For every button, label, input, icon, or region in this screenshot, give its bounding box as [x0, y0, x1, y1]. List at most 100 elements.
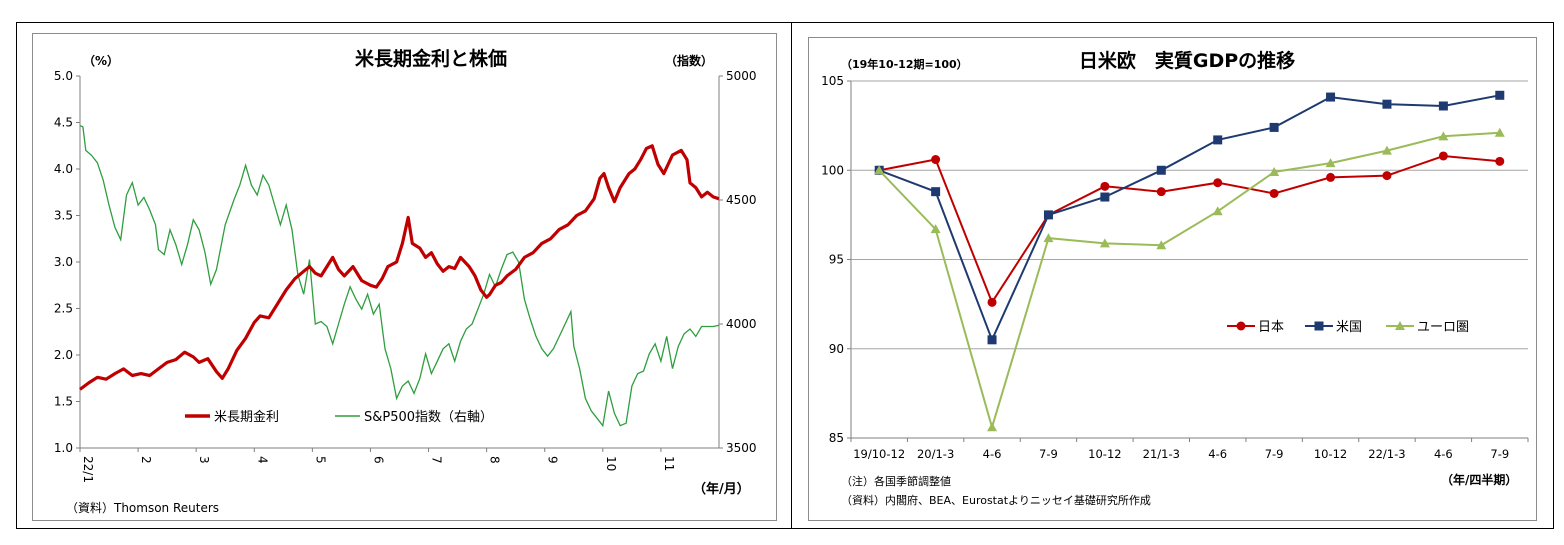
- legend-marker-euro: [1395, 321, 1405, 330]
- x-ticks: 22/1 2 3 4 5 6 7 8 9 10 11: [79, 448, 676, 483]
- series-line: [878, 94, 1500, 343]
- note-seasonal: （注）各国季節調整値: [841, 474, 951, 488]
- right-axis-unit: （指数）: [665, 53, 713, 68]
- left-tick-label: 1.0: [54, 441, 73, 455]
- x-tick-label: 10-12: [1088, 447, 1121, 461]
- x-tick-label: 7-9: [1490, 447, 1509, 461]
- x-tick-label: 4-6: [1208, 447, 1227, 461]
- x-tick-label: 22/1-3: [1368, 447, 1405, 461]
- data-point: [931, 187, 941, 197]
- x-tick-label: 7: [430, 456, 444, 464]
- data-point: [1326, 92, 1336, 102]
- y-tick-label: 90: [829, 342, 844, 356]
- data-point: [1156, 240, 1167, 250]
- data-point: [931, 155, 941, 165]
- x-tick-label: 6: [371, 456, 385, 464]
- gdp-chart: 日米欧 実質GDPの推移 （19年10-12期=100） （年/四半期） （注）…: [821, 49, 1529, 507]
- outer-frame: [16, 22, 1554, 529]
- legend-label-us: 米国: [1336, 320, 1362, 335]
- x-tick-label: 21/1-3: [1143, 447, 1180, 461]
- left-tick-label: 3.0: [54, 255, 73, 269]
- series-line: [879, 154, 1500, 305]
- right-y-ticks: 3500 4000 4500 5000: [719, 69, 757, 455]
- legend: 日本 米国 ユーロ圏: [1227, 320, 1469, 335]
- left-tick-label: 2.0: [54, 348, 73, 362]
- x-axis-unit: （年/月）: [693, 481, 750, 497]
- data-point: [1495, 156, 1505, 166]
- data-point: [1438, 151, 1448, 161]
- left-axis-unit: （%）: [83, 53, 119, 68]
- y-tick-label: 105: [821, 74, 844, 88]
- data-point: [1156, 187, 1166, 197]
- x-tick-label: 20/1-3: [917, 447, 954, 461]
- y-tick-label: 85: [829, 431, 844, 445]
- data-point: [1156, 165, 1166, 175]
- x-tick-label: 4: [255, 456, 269, 464]
- x-ticks: 19/10-12 20/1-3 4-6 7-9 10-12 21/1-3 4-6 7-9 10-…: [850, 438, 1529, 461]
- y-ticks: 85 90 95 100 105: [821, 74, 851, 445]
- series-lines: [79, 124, 720, 428]
- right-tick-label: 4500: [726, 193, 757, 207]
- data-point: [1495, 90, 1505, 100]
- legend-label-euro: ユーロ圏: [1417, 320, 1469, 335]
- legend: 米長期金利 S&P500指数（右軸）: [185, 409, 493, 425]
- left-tick-label: 1.5: [54, 395, 73, 409]
- left-y-ticks: 1.0 1.5 2.0 2.5 3.0 3.5 4.0 4.5 5.0: [54, 69, 80, 455]
- legend-marker-japan: [1236, 321, 1246, 331]
- gridlines: [850, 80, 1528, 439]
- data-point: [1213, 178, 1223, 188]
- x-axis-unit: （年/四半期）: [1441, 472, 1517, 487]
- data-point: [874, 165, 885, 175]
- y-tick-label: 100: [821, 163, 844, 177]
- rate-stock-chart: 米長期金利と株価 （%） （指数） （年/月） （資料）Thomson Reut…: [54, 47, 757, 515]
- right-chart-panel: 日米欧 実質GDPの推移 （19年10-12期=100） （年/四半期） （注）…: [808, 37, 1537, 521]
- x-tick-label: 9: [546, 456, 560, 464]
- legend-label-sp500: S&P500指数（右軸）: [364, 410, 493, 425]
- y-tick-label: 95: [829, 253, 844, 267]
- left-tick-label: 5.0: [54, 69, 73, 83]
- chart-title: 日米欧 実質GDPの推移: [1079, 49, 1295, 72]
- x-tick-label: 7-9: [1265, 447, 1284, 461]
- x-tick-label: 8: [488, 456, 502, 464]
- data-point: [1269, 122, 1279, 132]
- left-tick-label: 4.5: [54, 116, 73, 130]
- right-tick-label: 3500: [726, 441, 757, 455]
- legend-label-rate: 米長期金利: [214, 409, 279, 425]
- y-axis-unit: （19年10-12期=100）: [841, 57, 968, 71]
- series-lines: [874, 90, 1505, 432]
- x-tick-label: 2: [139, 456, 153, 464]
- legend-marker-us: [1314, 321, 1324, 331]
- series-line: [878, 131, 1500, 431]
- series-line-rate: [79, 144, 720, 391]
- note-source: （資料）内閣府、BEA、Eurostatよりニッセイ基礎研究所作成: [841, 493, 1151, 507]
- data-point: [1043, 210, 1053, 220]
- series-line-sp500: [79, 124, 720, 428]
- data-point: [1099, 238, 1110, 248]
- data-point: [1494, 127, 1505, 137]
- x-tick-label: 10: [604, 456, 618, 471]
- data-point: [930, 224, 941, 234]
- data-point: [1100, 181, 1110, 191]
- x-tick-label: 10-12: [1314, 447, 1347, 461]
- data-point: [1043, 233, 1054, 243]
- left-tick-label: 2.5: [54, 302, 73, 316]
- data-point: [987, 422, 998, 432]
- x-tick-label: 5: [313, 456, 327, 464]
- left-chart-panel: 米長期金利と株価 （%） （指数） （年/月） （資料）Thomson Reut…: [32, 33, 777, 521]
- data-point: [1269, 188, 1279, 198]
- x-tick-label: 4-6: [1434, 447, 1453, 461]
- data-point: [987, 297, 997, 307]
- data-point: [1438, 131, 1449, 141]
- data-point: [1382, 171, 1392, 181]
- data-point: [1326, 172, 1336, 182]
- data-point: [1325, 158, 1336, 168]
- data-point: [1382, 99, 1392, 109]
- legend-label-japan: 日本: [1258, 320, 1284, 335]
- source-note: （資料）Thomson Reuters: [66, 501, 219, 515]
- chart-title: 米長期金利と株価: [355, 47, 507, 70]
- right-tick-label: 5000: [726, 69, 757, 83]
- left-tick-label: 4.0: [54, 162, 73, 176]
- data-point: [1438, 101, 1448, 111]
- left-tick-label: 3.5: [54, 209, 73, 223]
- x-tick-label: 22/1: [81, 456, 95, 483]
